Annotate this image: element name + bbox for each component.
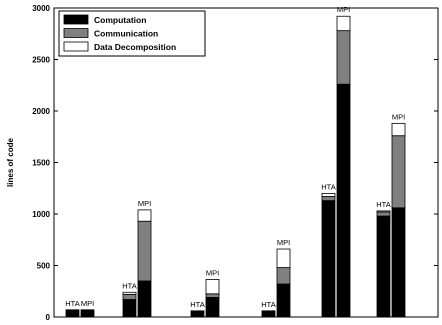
legend-label: Computation <box>94 15 146 25</box>
bar-segment-communication <box>137 220 152 282</box>
bar-label: MPI <box>138 199 151 208</box>
bar-segment-computation <box>321 200 336 318</box>
axes: 0 500 1000 1500 2000 2500 3000 lines of code <box>6 4 439 322</box>
bar-label: MPI <box>206 268 219 277</box>
bar-segment-communication <box>376 211 391 217</box>
legend-label: Communication <box>94 29 158 39</box>
bar-label: MPI <box>277 238 290 247</box>
bar-segment-data-decomposition <box>205 279 220 295</box>
bar-segment-data-decomposition <box>321 192 336 197</box>
bar-segment-computation <box>122 299 137 318</box>
bar-label: MPI <box>337 5 350 14</box>
bar-group: HTA MPI <box>376 112 406 318</box>
bar-segment-computation <box>137 280 152 318</box>
bar-label: MPI <box>81 299 94 308</box>
bar-segment-computation <box>391 207 406 318</box>
bar-segment-communication <box>391 135 406 209</box>
bar-label: HTA <box>376 200 390 209</box>
bar-segment-data-decomposition <box>376 210 391 213</box>
y-tick-label: 0 <box>46 313 51 322</box>
legend-swatch <box>63 28 89 38</box>
bar-segment-computation <box>80 309 95 318</box>
y-tick-label: 3000 <box>32 4 50 13</box>
bar-label: HTA <box>190 300 204 309</box>
bar-group: HTA MPI <box>261 238 291 318</box>
legend-swatch <box>63 14 89 25</box>
y-ticks: 0 500 1000 1500 2000 2500 3000 <box>32 4 438 322</box>
y-tick-label: 1500 <box>32 159 50 168</box>
bar-segment-communication <box>276 267 291 285</box>
bar-segment-computation <box>65 309 80 318</box>
bar-segment-communication <box>321 196 336 202</box>
bar-segment-data-decomposition <box>122 291 137 295</box>
bar-segment-data-decomposition <box>336 15 351 32</box>
bar-segment-computation <box>376 215 391 318</box>
y-tick-label: 1000 <box>32 210 50 219</box>
bar-segment-computation <box>261 310 276 318</box>
y-tick-label: 2500 <box>32 56 50 65</box>
bar-segment-computation <box>336 83 351 318</box>
bar-segment-computation <box>190 310 205 318</box>
legend: Computation Communication Data Decompositi… <box>58 10 206 57</box>
legend-swatch <box>63 41 89 52</box>
bar-label: HTA <box>122 281 136 290</box>
y-tick-label: 500 <box>37 262 51 271</box>
bar-label: HTA <box>261 300 275 309</box>
bar-group: HTA MPI <box>122 199 152 318</box>
bar-segment-data-decomposition <box>391 122 406 137</box>
bar-group: HTA MPI <box>190 268 220 318</box>
bar-group: HTA MPI <box>321 5 351 318</box>
bar-segment-computation <box>205 297 220 318</box>
bar-label: HTA <box>321 182 335 191</box>
bar-segment-communication <box>122 293 137 300</box>
bar-segment-communication <box>205 293 220 298</box>
bar-segment-data-decomposition <box>137 209 152 222</box>
legend-label: Data Decomposition <box>94 42 176 52</box>
bar-segment-computation <box>276 283 291 318</box>
bar-segment-communication <box>336 30 351 85</box>
y-axis-title: lines of code <box>6 138 15 187</box>
bar-label: HTA <box>65 299 79 308</box>
y-tick-label: 2000 <box>32 107 50 116</box>
bar-segment-data-decomposition <box>276 248 291 268</box>
bar-label: MPI <box>392 112 405 121</box>
